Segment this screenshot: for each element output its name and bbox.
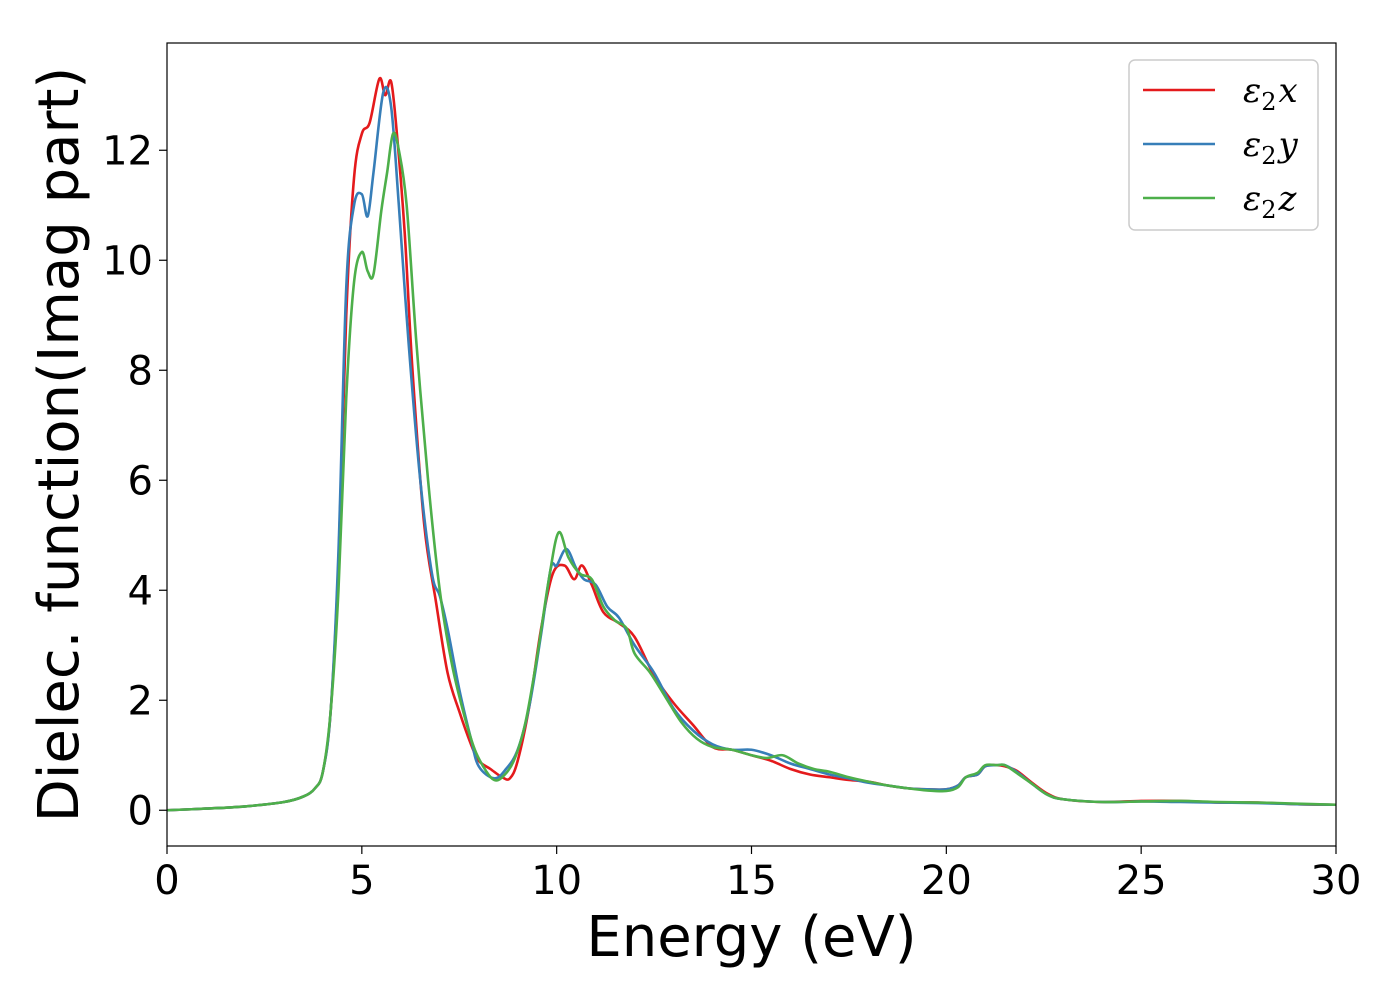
x-tick-label: 15 [726, 858, 777, 904]
legend-box [1128, 59, 1319, 231]
legend-label-z: ε2z [1243, 179, 1298, 224]
x-tick-label: 30 [1311, 858, 1362, 904]
x-tick-label: 0 [154, 858, 179, 904]
legend-label-y: ε2y [1243, 125, 1299, 170]
x-tick-label: 10 [531, 858, 582, 904]
y-tick-label: 2 [128, 678, 153, 724]
y-tick-label: 12 [102, 128, 153, 174]
y-tick-label: 10 [102, 238, 153, 284]
legend-label-x: ε2x [1243, 71, 1298, 116]
legend: ε2x ε2y ε2z [1128, 59, 1319, 231]
x-axis-label: Energy (eV) [586, 905, 916, 970]
x-tick-label: 20 [921, 858, 972, 904]
y-tick-label: 6 [128, 458, 153, 504]
series-layer [167, 76, 1336, 812]
series-line-z [167, 131, 1336, 812]
y-tick-label: 4 [128, 568, 153, 614]
y-tick-label: 8 [128, 348, 153, 394]
y-axis: 0 2 4 6 8 10 12 [102, 128, 167, 834]
y-tick-label: 0 [128, 788, 153, 834]
x-tick-label: 5 [349, 858, 374, 904]
x-axis: 0 5 10 15 20 25 30 [154, 846, 1361, 904]
y-axis-label: Dielec. function(Imag part) [27, 67, 92, 823]
x-tick-label: 25 [1116, 858, 1167, 904]
